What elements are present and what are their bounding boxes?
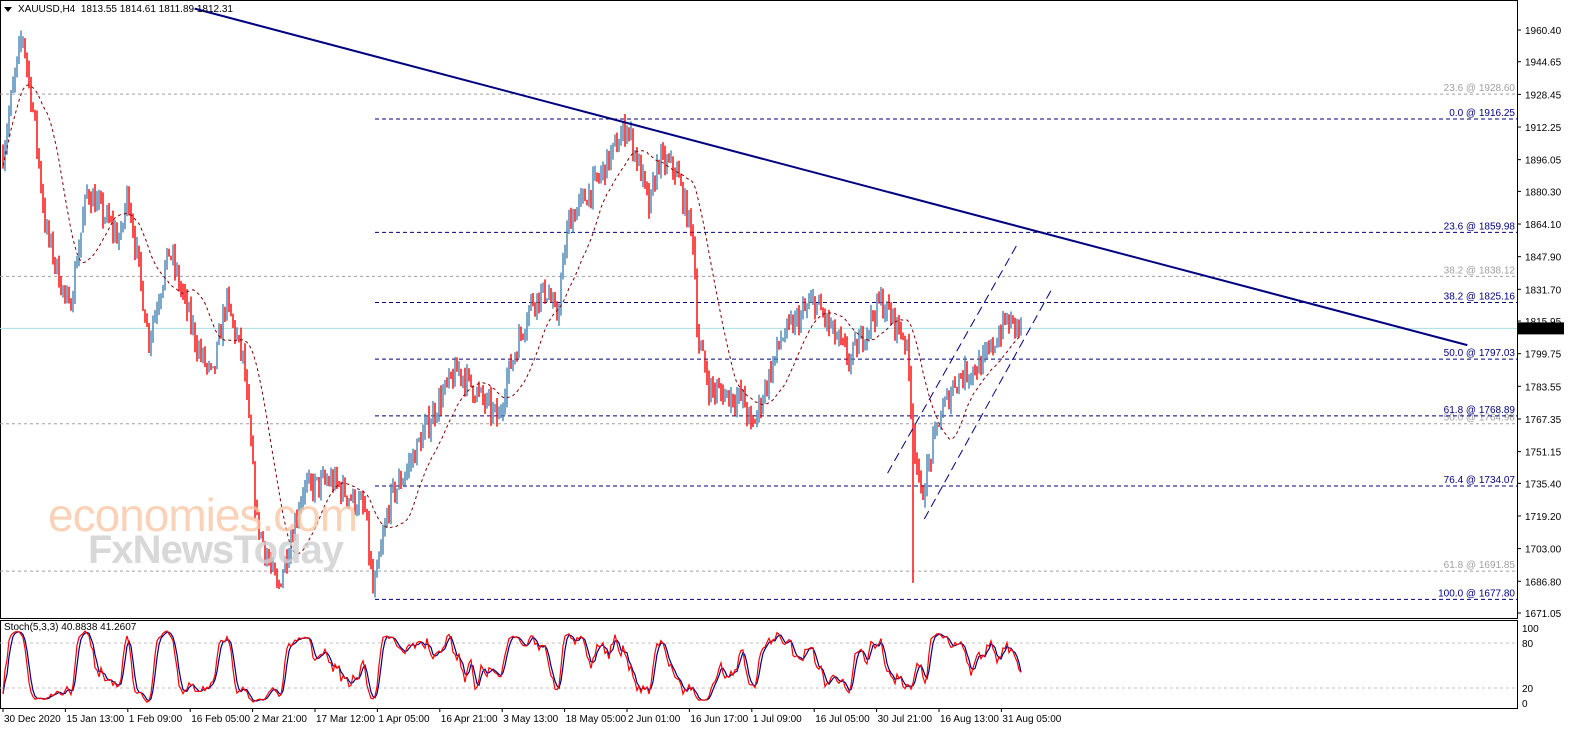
x-tick-label: 1 Feb 09:00 bbox=[129, 714, 183, 725]
x-tick-label: 15 Jan 13:00 bbox=[66, 714, 124, 725]
y-tick-label: 1751.15 bbox=[1525, 448, 1562, 459]
x-tick-label: 1 Apr 05:00 bbox=[378, 714, 430, 725]
x-tick-label: 2 Mar 21:00 bbox=[254, 714, 308, 725]
stoch-main-line bbox=[2, 630, 1022, 703]
dropdown-triangle-icon[interactable] bbox=[4, 6, 12, 12]
symbol-label: XAUUSD,H4 bbox=[18, 4, 76, 15]
y-tick-label: 1880.30 bbox=[1525, 187, 1562, 198]
watermark-fxnewstoday: FxNewsToday bbox=[88, 528, 344, 572]
main-panel-frame bbox=[0, 0, 1518, 619]
x-tick-label: 2 Jun 01:00 bbox=[628, 714, 681, 725]
fib-primary-label: 76.4 @ 1734.07 bbox=[1444, 475, 1516, 486]
x-tick-label: 16 Jul 05:00 bbox=[815, 714, 870, 725]
fib-secondary-label: 50.0 @ 1764.98 bbox=[1444, 413, 1516, 424]
x-tick-label: 16 Jun 17:00 bbox=[690, 714, 748, 725]
y-tick-label: 1783.55 bbox=[1525, 382, 1562, 393]
moving-average-line bbox=[2, 84, 1022, 555]
fib-primary-label: 100.0 @ 1677.80 bbox=[1438, 588, 1515, 599]
x-tick-label: 16 Aug 13:00 bbox=[940, 714, 999, 725]
y-tick-label: 1847.90 bbox=[1525, 253, 1562, 264]
y-tick-label: 1864.10 bbox=[1525, 220, 1562, 231]
y-tick-label: 1912.25 bbox=[1525, 123, 1562, 134]
chart-header: XAUUSD,H4 1813.55 1814.61 1811.89 1812.3… bbox=[4, 4, 233, 15]
y-tick-label: 1719.20 bbox=[1525, 512, 1562, 523]
stoch-tick-label: 100 bbox=[1522, 624, 1539, 635]
fib-secondary-label: 61.8 @ 1691.85 bbox=[1444, 560, 1516, 571]
channel-lower-line bbox=[923, 289, 1052, 520]
y-tick-label: 1671.05 bbox=[1525, 609, 1562, 620]
x-tick-label: 30 Dec 2020 bbox=[4, 714, 61, 725]
x-tick-label: 1 Jul 09:00 bbox=[753, 714, 802, 725]
y-tick-label: 1686.80 bbox=[1525, 577, 1562, 588]
fib-primary-label: 23.6 @ 1859.98 bbox=[1444, 221, 1516, 232]
stochastic-panel-frame bbox=[0, 620, 1518, 709]
current-price-label: 1812.31 bbox=[1521, 324, 1558, 335]
ohlc-values: 1813.55 1814.61 1811.89 1812.31 bbox=[80, 4, 233, 15]
y-tick-label: 1767.35 bbox=[1525, 415, 1562, 426]
y-tick-label: 1896.05 bbox=[1525, 156, 1562, 167]
fib-secondary-label: 23.6 @ 1928.60 bbox=[1444, 83, 1516, 94]
current-price-box bbox=[1518, 322, 1564, 335]
fib-primary-label: 38.2 @ 1825.16 bbox=[1444, 291, 1516, 302]
y-tick-label: 1928.45 bbox=[1525, 90, 1562, 101]
stoch-tick-label: 80 bbox=[1522, 639, 1534, 650]
fib-secondary-label: 38.2 @ 1838.12 bbox=[1444, 265, 1516, 276]
watermark-economies: economies.com bbox=[48, 489, 358, 541]
y-tick-label: 1799.75 bbox=[1525, 350, 1562, 361]
x-tick-label: 16 Apr 21:00 bbox=[441, 714, 498, 725]
y-tick-label: 1831.70 bbox=[1525, 285, 1562, 296]
descending-trendline bbox=[194, 7, 1468, 347]
x-tick-label: 3 May 13:00 bbox=[503, 714, 558, 725]
y-tick-label: 1944.65 bbox=[1525, 58, 1562, 69]
x-tick-label: 17 Mar 12:00 bbox=[316, 714, 375, 725]
stoch-signal-line bbox=[2, 631, 1022, 702]
stochastic-label: Stoch(5,3,3) 40.8838 41.2607 bbox=[4, 622, 137, 633]
x-tick-label: 16 Feb 05:00 bbox=[191, 714, 250, 725]
x-tick-label: 31 Aug 05:00 bbox=[1002, 714, 1061, 725]
fib-primary-label: 0.0 @ 1916.25 bbox=[1449, 108, 1515, 119]
stoch-tick-label: 0 bbox=[1522, 699, 1528, 710]
x-tick-label: 30 Jul 21:00 bbox=[878, 714, 933, 725]
y-tick-label: 1735.40 bbox=[1525, 479, 1562, 490]
y-tick-label: 1960.40 bbox=[1525, 26, 1562, 37]
fib-primary-label: 61.8 @ 1768.89 bbox=[1444, 405, 1516, 416]
y-tick-label: 1703.00 bbox=[1525, 545, 1562, 556]
x-tick-label: 18 May 05:00 bbox=[566, 714, 627, 725]
stoch-tick-label: 20 bbox=[1522, 684, 1534, 695]
fib-primary-label: 50.0 @ 1797.03 bbox=[1444, 348, 1516, 359]
price-bars bbox=[2, 30, 1022, 598]
channel-upper-line bbox=[887, 242, 1019, 474]
